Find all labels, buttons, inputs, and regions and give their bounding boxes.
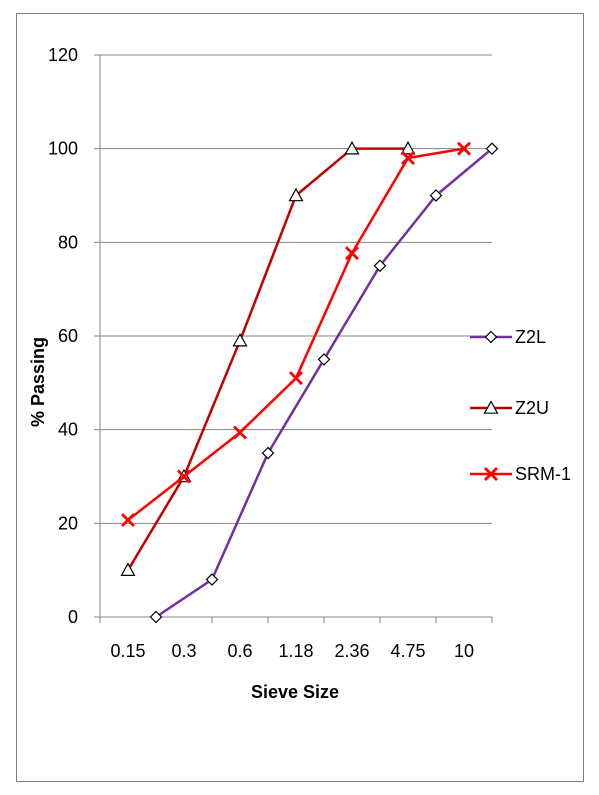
x-tick-label: 2.36: [334, 641, 369, 661]
data-point: [457, 141, 471, 156]
series-z2l: [149, 142, 499, 624]
data-point: [121, 513, 135, 528]
series-srm-1: [121, 141, 471, 528]
data-point: [233, 425, 247, 440]
legend-marker: [484, 330, 498, 344]
x-axis-title: Sieve Size: [251, 682, 339, 702]
series-line: [155, 147, 493, 619]
data-point: [429, 189, 443, 202]
data-point: [120, 562, 136, 576]
data-point: [400, 140, 416, 155]
data-point: [205, 573, 219, 586]
data-point: [288, 187, 304, 202]
legend-marker: [483, 400, 499, 414]
series-line: [127, 147, 465, 522]
legend-item-srm-1: SRM-1: [470, 464, 571, 484]
chart-frame: [16, 13, 584, 782]
x-tick-label: 0.6: [227, 641, 252, 661]
marker-stroke: [484, 467, 498, 481]
x-tick-label: 10: [454, 641, 474, 661]
legend-label: Z2L: [515, 327, 546, 347]
legend: Z2L Z2U SRM-1: [470, 327, 571, 484]
data-point: [232, 332, 248, 347]
data-point: [401, 151, 415, 166]
series-layer: [120, 140, 499, 624]
y-tick-label: 0: [68, 607, 78, 627]
data-point: [177, 469, 191, 484]
data-point: [289, 371, 303, 386]
x-tick-label: 1.18: [278, 641, 313, 661]
x-tick-label: 4.75: [390, 641, 425, 661]
axes: [94, 54, 493, 623]
legend-item-z2u: Z2U: [470, 398, 549, 418]
marker-stroke: [121, 513, 135, 528]
legend-label: Z2U: [515, 398, 549, 418]
y-tick-labels: 0 20 40 60 80 100 120: [48, 45, 78, 627]
y-tick-label: 80: [58, 232, 78, 252]
y-axis-title: % Passing: [28, 337, 48, 427]
x-tick-label: 0.3: [171, 641, 196, 661]
y-tick-label: 120: [48, 45, 78, 65]
marker-stroke: [401, 151, 415, 166]
marker-stroke: [289, 371, 303, 386]
x-tick-labels: 0.15 0.3 0.6 1.18 2.36 4.75 10: [110, 641, 474, 661]
series-z2u: [120, 140, 416, 576]
y-tick-label: 40: [58, 420, 78, 440]
data-point: [149, 610, 163, 624]
legend-label: SRM-1: [515, 464, 571, 484]
series-line: [126, 147, 408, 571]
marker-stroke: [233, 425, 247, 440]
x-tick-label: 0.15: [110, 641, 145, 661]
data-point: [485, 142, 499, 156]
marker-stroke: [177, 469, 191, 484]
data-point: [344, 140, 360, 155]
legend-item-z2l: Z2L: [470, 327, 546, 347]
legend-marker: [484, 467, 498, 481]
data-point: [373, 259, 387, 273]
y-tick-label: 60: [58, 326, 78, 346]
marker-stroke: [457, 141, 471, 156]
y-tick-label: 100: [48, 139, 78, 159]
gridlines: [100, 54, 492, 524]
data-point: [345, 246, 359, 261]
data-point: [261, 446, 275, 460]
data-point: [317, 353, 331, 366]
y-tick-label: 20: [58, 513, 78, 533]
marker-stroke: [345, 246, 359, 261]
